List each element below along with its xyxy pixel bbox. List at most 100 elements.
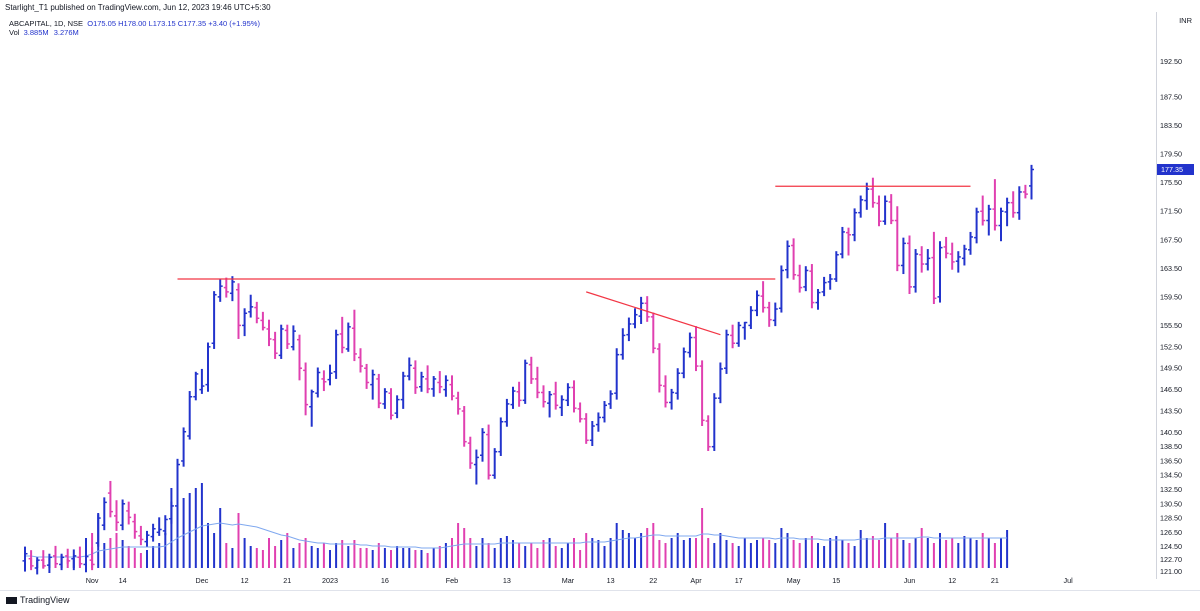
ohlc-bar [315,367,321,398]
tradingview-logo[interactable]: TradingView [6,595,70,605]
price-tick-label: 130.50 [1160,499,1182,508]
volume-bar [524,546,527,568]
volume-bar [170,488,173,568]
ohlc-bar [431,376,437,397]
ohlc-bar [260,311,266,331]
price-tick-label: 187.50 [1160,93,1182,102]
volume-bar [566,543,569,568]
ohlc-bar [229,276,235,302]
price-tick-label: 128.50 [1160,514,1182,523]
ohlc-bar [821,276,827,297]
volume-bar [554,546,557,568]
volume-bar [737,546,740,568]
ohlc-bar [1029,164,1034,200]
ohlc-bar [608,390,614,409]
ohlc-bar [193,371,199,401]
ohlc-bar [461,406,467,447]
volume-bar [365,548,368,568]
ohlc-bar [187,391,193,440]
ohlc-bar [175,458,180,511]
volume-bar [871,536,874,568]
ohlc-bar [297,334,302,381]
volume-bar [505,536,508,568]
volume-bar [823,546,826,568]
volume-bar [890,538,893,568]
volume-bar [213,533,216,568]
ohlc-bar [724,329,729,374]
time-tick-label: Apr [690,576,702,585]
ohlc-bar [986,204,992,236]
ohlc-bar [870,177,876,208]
volume-bar [957,543,960,568]
ohlc-bar [53,545,58,566]
price-tick-label: 179.50 [1160,150,1182,159]
volume-bar [231,548,234,568]
time-tick-label: Jun [904,576,916,585]
volume-bar [127,546,130,568]
volume-bar [261,550,264,568]
ohlc-bar [339,316,345,354]
ohlc-bar [59,553,65,571]
volume-bar [164,533,167,568]
volume-bar [347,546,350,568]
ohlc-bar [46,553,52,573]
volume-bar [335,543,338,568]
volume-bar [274,546,277,568]
ohlc-bar [333,329,339,379]
ohlc-bar [553,381,559,410]
chart-pane[interactable] [5,12,1157,579]
volume-bar [249,546,252,568]
ohlc-bar [778,265,784,313]
volume-bar [817,543,819,568]
ohlc-bar [101,497,107,531]
trendline-descending-mar[interactable] [586,291,721,336]
price-tick-label: 163.50 [1160,264,1182,273]
ohlc-bar [675,368,681,400]
volume-bar [396,546,399,568]
ohlc-bar [785,240,790,279]
volume-bar [152,546,155,568]
ohlc-bar [602,401,607,423]
symbol-label: ABCAPITAL, 1D, NSE [9,19,84,28]
volume-bar [103,543,106,568]
time-axis: Nov 14 Dec 12 21 2023 16 Feb 13 Mar 13 22 Apr 17 May 15… [86,576,1073,585]
ohlc-bar [516,381,522,407]
price-tick-label: 175.50 [1160,178,1182,187]
volume-bar [847,543,850,568]
ohlc-bar [290,325,296,351]
high-value: H178.00 [118,19,147,28]
last-price-background [1157,164,1194,176]
ohlc-bar [199,368,205,394]
ohlc-bar [156,517,162,536]
ohlc-bar [107,480,113,518]
ohlc-bar [711,393,717,451]
ohlc-bar [400,371,406,409]
publish-line: Starlight_T1 published on TradingView.co… [5,3,271,12]
time-tick-label: 14 [119,576,127,585]
volume-bar [341,540,344,568]
price-tick-label: 167.50 [1160,235,1182,244]
ohlc-bar [327,364,333,386]
ohlc-bar [900,237,906,275]
price-tick-label: 159.50 [1160,292,1182,301]
volume-ma-line [25,522,1008,558]
ohlc-bar [925,249,931,271]
volume-bar [939,533,941,568]
volume-bar [591,538,594,568]
volume-bar [438,546,441,568]
volume-bar [798,543,801,568]
price-chart[interactable]: 192.50 187.50 183.50 179.50 175.50 171.50 167.… [0,0,1200,590]
time-tick-label: Nov [86,576,99,585]
time-tick-label: 12 [948,576,956,585]
volume-bar [688,538,691,568]
ohlc-bar [480,428,485,462]
ohlc-bar [547,391,553,418]
ohlc-bar [961,244,967,266]
ohlc-bar [534,366,540,399]
ohlc-bar [211,291,217,349]
volume-bar [780,528,783,568]
price-tick-label: 152.50 [1160,342,1182,351]
ohlc-bar [284,324,290,349]
ohlc-bar [120,499,126,531]
ohlc-bar [565,383,571,407]
